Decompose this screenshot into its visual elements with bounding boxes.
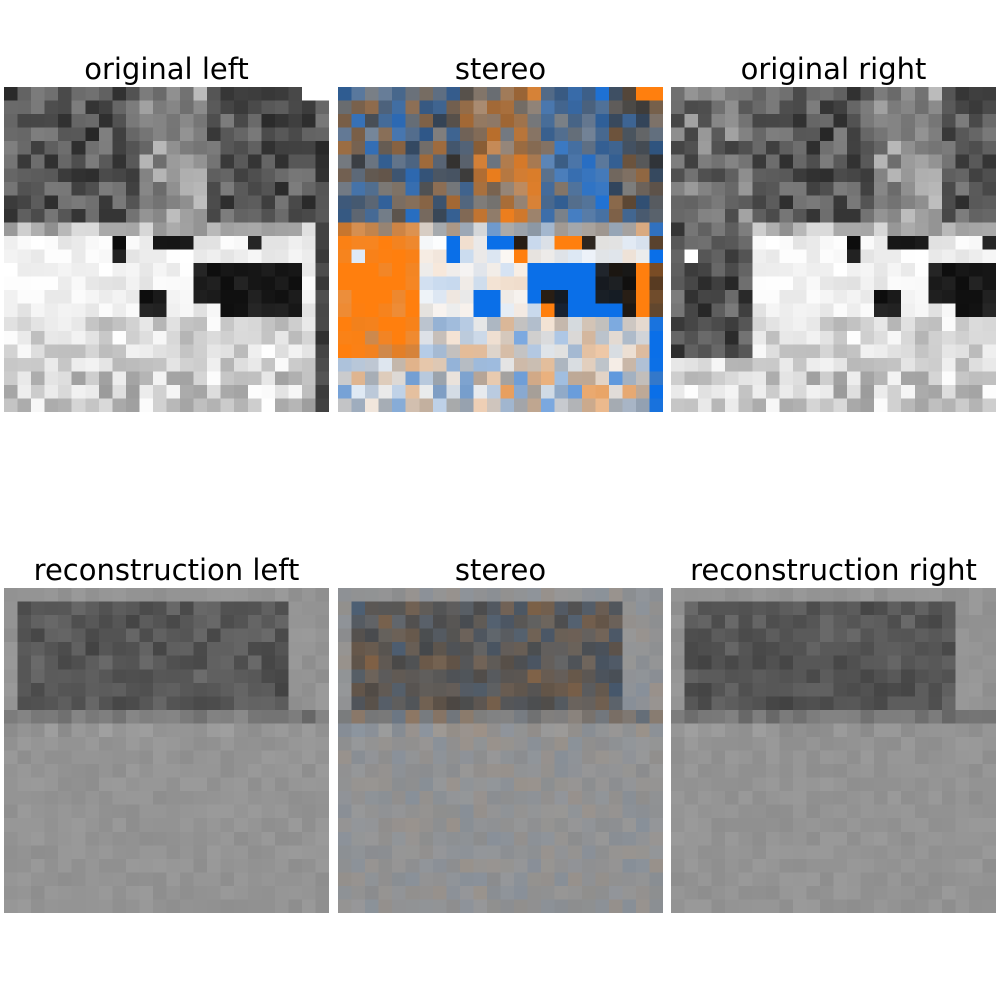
original-right-image (671, 87, 996, 412)
original-left-image (4, 87, 329, 412)
panel-title: reconstruction left (33, 553, 300, 587)
reconstruction-stereo-image (338, 588, 663, 913)
reconstruction-right-image (671, 588, 996, 913)
panel-title: original left (84, 52, 249, 86)
panel-title: reconstruction right (690, 553, 977, 587)
reconstruction-left-image (4, 588, 329, 913)
panel-title: original right (740, 52, 927, 86)
panel-title: stereo (454, 553, 547, 587)
original-stereo-image (338, 87, 663, 412)
panel-title: stereo (454, 52, 547, 86)
